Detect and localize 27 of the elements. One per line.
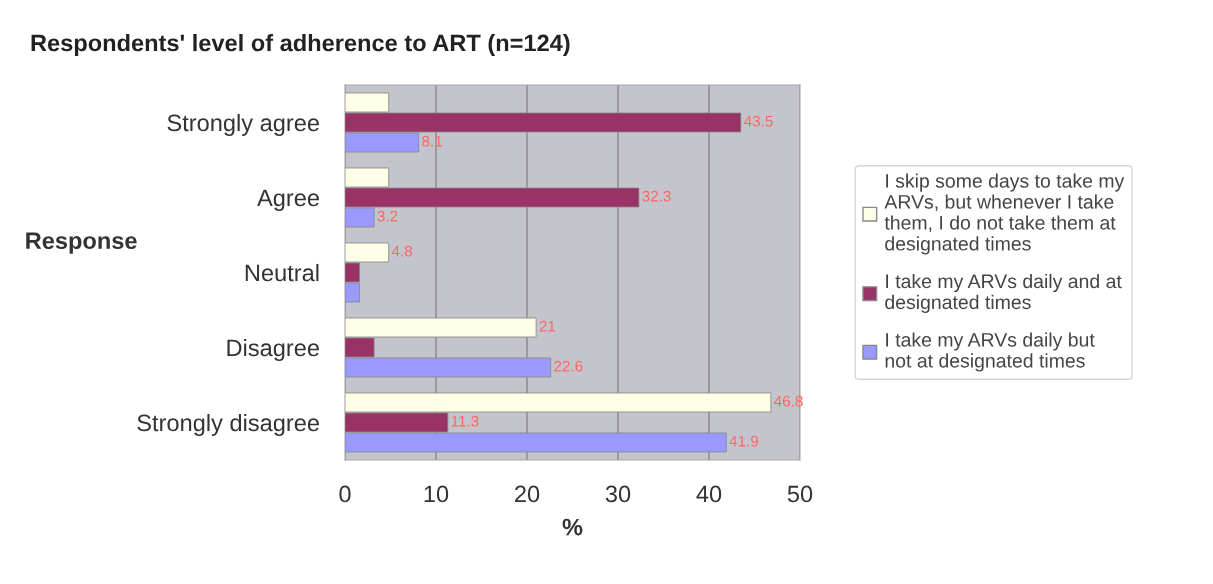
data-label: 46.8 xyxy=(774,395,803,407)
data-label: 22.6 xyxy=(554,360,583,372)
x-tick-label: 10 xyxy=(424,485,449,503)
legend-label: I take my ARVs daily and at designated times xyxy=(885,273,1122,313)
y-tick-label: Agree xyxy=(257,189,319,211)
data-label: 8.1 xyxy=(422,135,442,147)
data-label: 43.5 xyxy=(743,115,773,127)
x-tick-label: 50 xyxy=(787,485,813,503)
legend-label: I skip some days to take my ARVs, but whenever I take them, I do not take them at designated times xyxy=(884,173,1125,255)
y-tick-label: Neutral xyxy=(245,263,319,282)
x-tick-label: 30 xyxy=(605,485,631,503)
y-tick-label: Disagree xyxy=(227,338,319,361)
data-label: 3.2 xyxy=(377,210,398,222)
data-label: 11.3 xyxy=(451,415,479,427)
x-axis-title: % xyxy=(562,518,583,536)
x-tick-label: 40 xyxy=(696,485,722,503)
y-tick-label: Strongly agree xyxy=(167,113,319,136)
chart-title: Respondents' level of adherence to ART (n=124) xyxy=(31,34,570,56)
x-tick-label: 20 xyxy=(515,485,540,503)
x-tick-label: 0 xyxy=(339,485,351,503)
data-label: 4.8 xyxy=(391,245,413,257)
data-label: 41.9 xyxy=(729,435,759,447)
legend-label: I take my ARVs daily but not at designated times xyxy=(885,332,1095,372)
y-axis-title: Response xyxy=(26,232,137,254)
data-label: 21 xyxy=(539,320,556,332)
y-tick-label: Strongly disagree xyxy=(137,413,319,436)
data-label: 32.3 xyxy=(642,190,671,202)
